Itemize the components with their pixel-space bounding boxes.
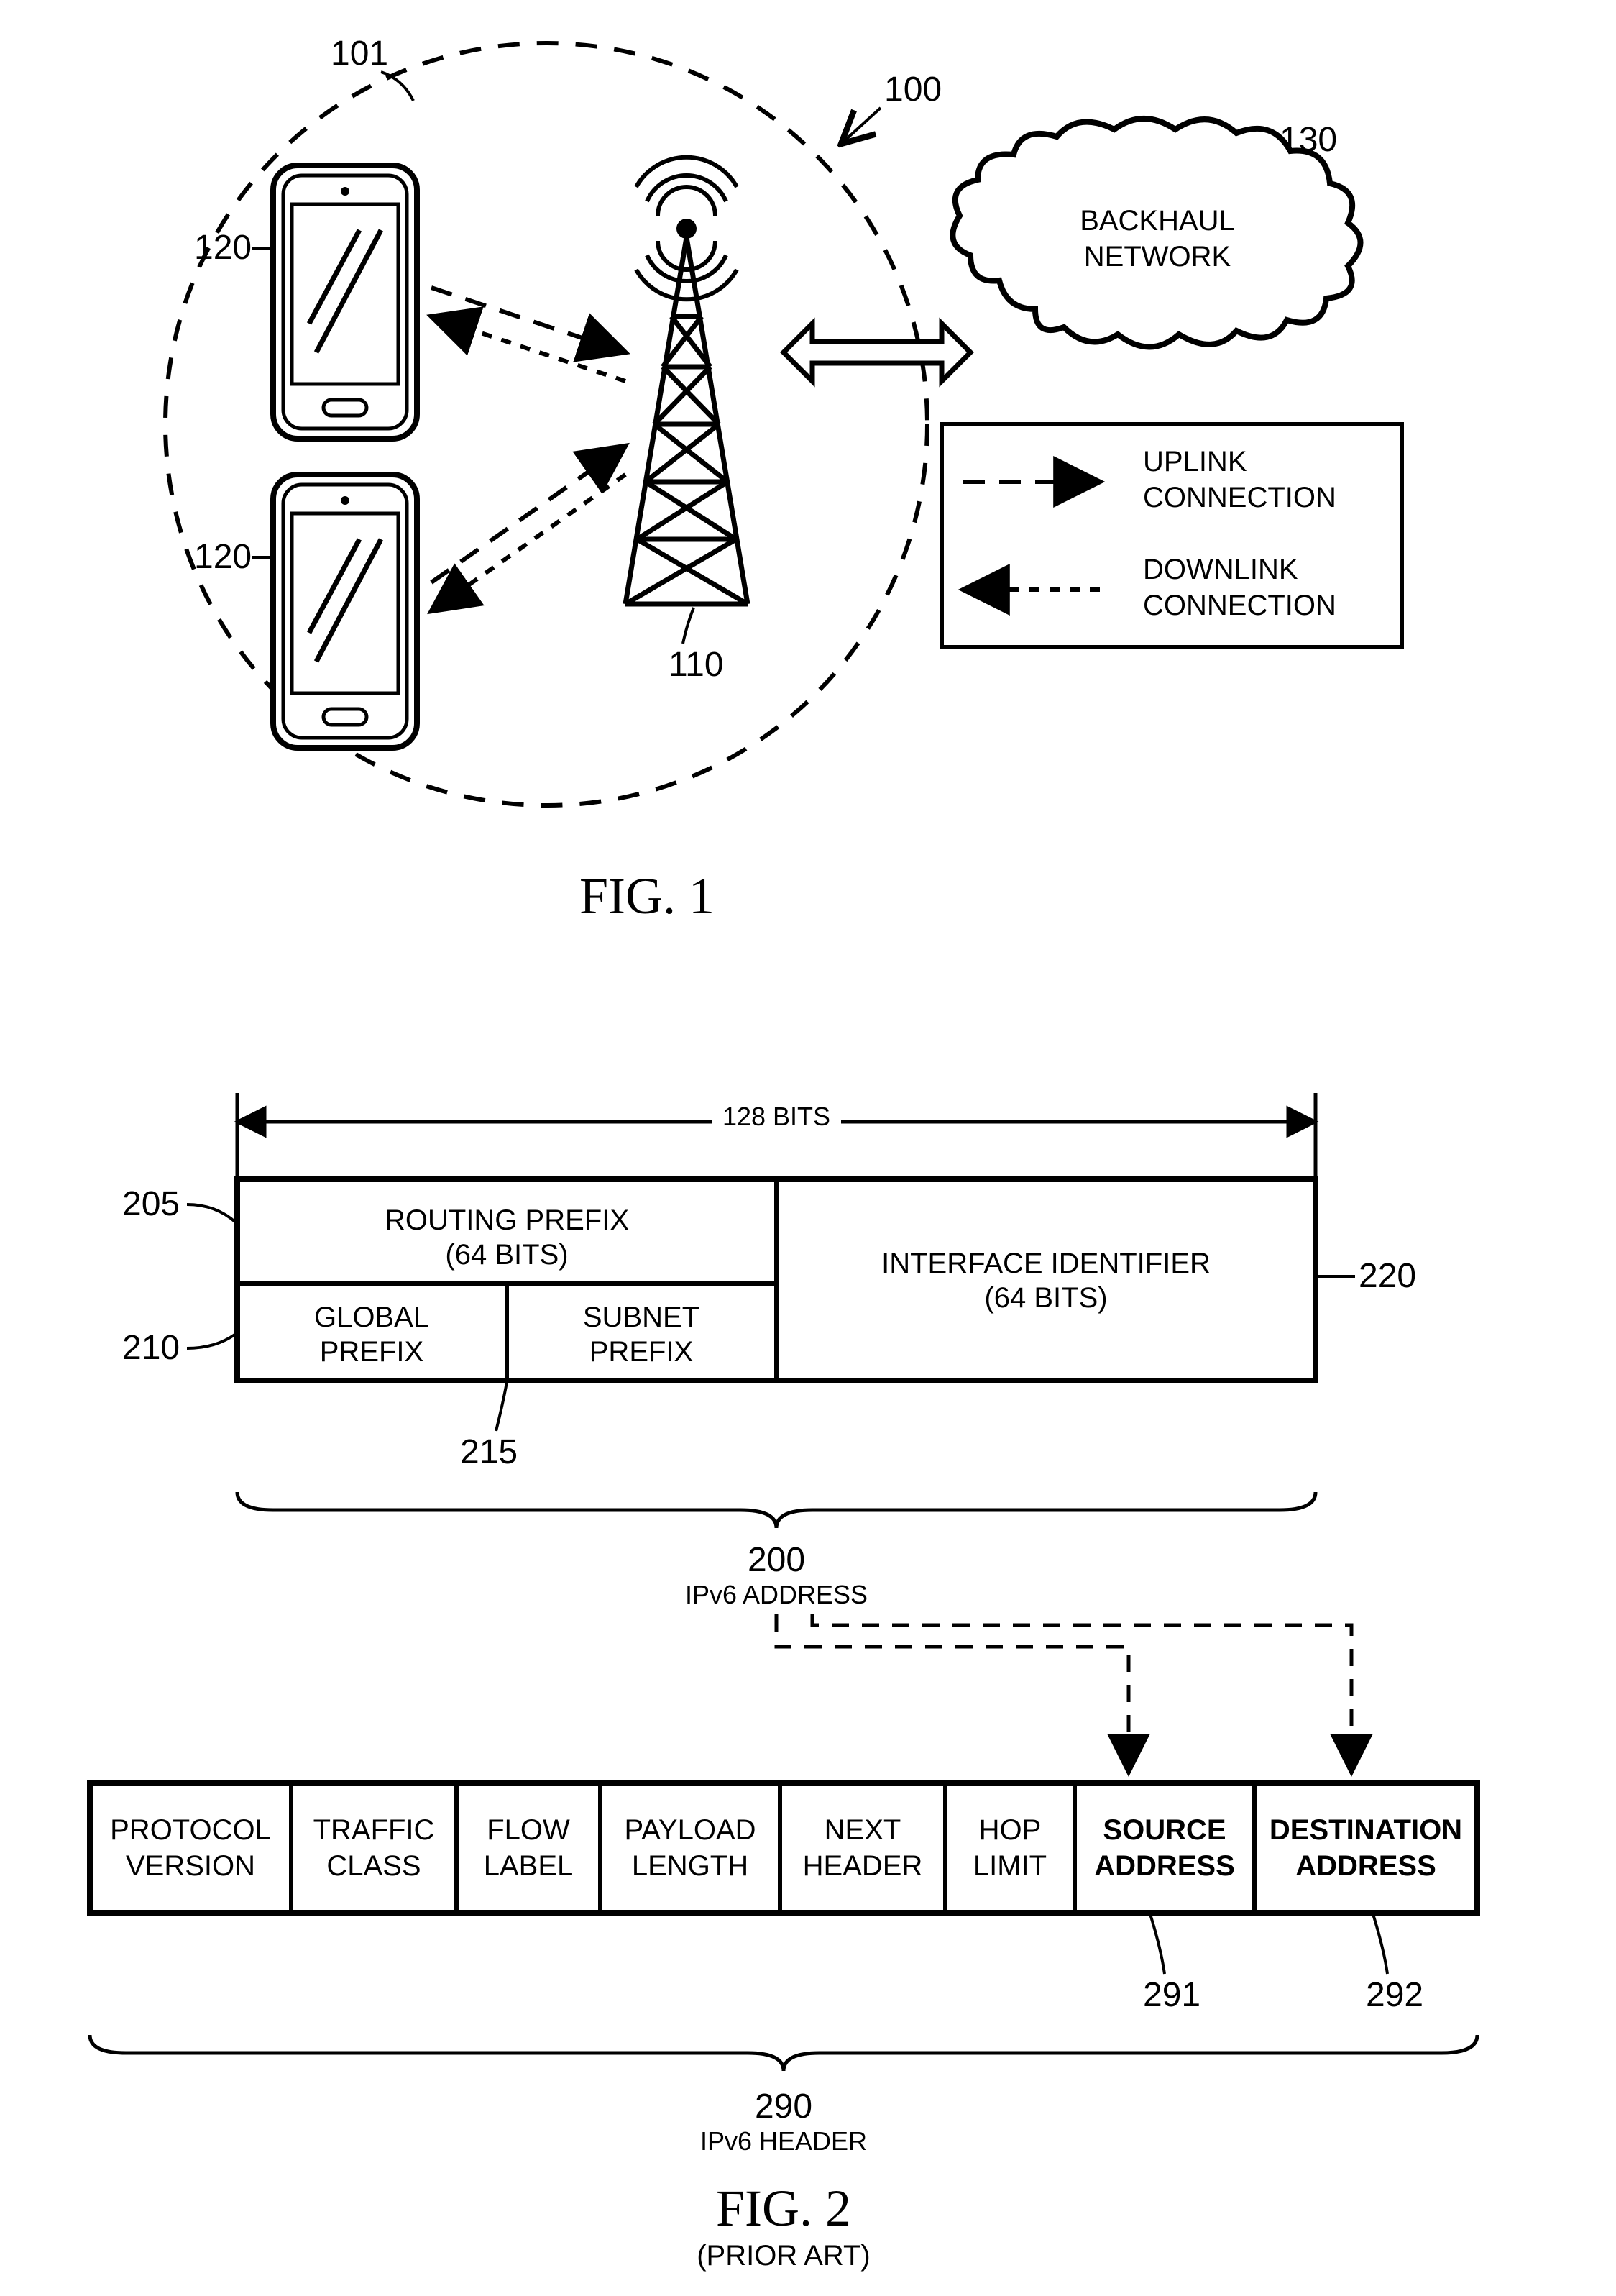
header-cell-l1: PAYLOAD [624,1814,756,1846]
legend-downlink-l1: DOWNLINK [1143,554,1298,585]
uplink-upper [431,288,625,352]
header-cell-l2: ADDRESS [1295,1850,1436,1882]
uplink-lower [431,446,625,582]
ref-100: 100 [884,70,942,109]
header-brace: 290 IPv6 HEADER [90,2035,1477,2156]
phone-lower [273,475,417,748]
backhaul-link [784,324,970,381]
address-brace: 200 IPv6 ADDRESS [237,1492,1316,1609]
ipv6-addr-num: 200 [748,1541,805,1579]
legend: UPLINK CONNECTION DOWNLINK CONNECTION [942,424,1402,647]
header-cell-l1: DESTINATION [1270,1814,1462,1846]
header-cell-l1: HOP [979,1814,1042,1846]
subnet-prefix-l1: SUBNET [583,1302,699,1333]
page: 101 100 130 120 120 [0,0,1616,2296]
legend-uplink-l1: UPLINK [1143,446,1247,477]
cloud-text-1: BACKHAUL [1080,205,1235,237]
ref-220: 220 [1359,1257,1416,1295]
header-cell-l1: PROTOCOL [110,1814,271,1846]
downlink-upper [431,316,625,381]
legend-downlink-l2: CONNECTION [1143,590,1336,621]
diagram-svg: 101 100 130 120 120 [0,0,1616,2296]
ref-110: 110 [669,646,724,684]
header-cell-l1: TRAFFIC [313,1814,435,1846]
cell-tower [625,157,748,604]
figure-1: 101 100 130 120 120 [165,35,1402,925]
ref-120b: 120 [194,538,252,576]
addr-to-header-arrows [776,1614,1351,1773]
global-prefix-l2: PREFIX [320,1336,423,1368]
bits-label: 128 BITS [722,1102,830,1131]
header-cell-l2: ADDRESS [1094,1850,1235,1882]
downlink-lower [431,475,625,611]
header-cell-l2: LABEL [484,1850,574,1882]
ref-215: 215 [460,1433,518,1471]
leader-292 [1373,1914,1387,1974]
subnet-prefix-l2: PREFIX [589,1336,693,1368]
ref-210: 210 [122,1329,180,1367]
header-cell-l1: NEXT [825,1814,901,1846]
bits-dimension: 128 BITS [237,1093,1316,1179]
header-cell-l2: LIMIT [973,1850,1047,1882]
fig2-prior-art: (PRIOR ART) [697,2240,871,2272]
fig2-title: FIG. 2 [716,2180,851,2237]
ipv6-hdr-num: 290 [755,2087,812,2126]
interface-id-l1: INTERFACE IDENTIFIER [881,1248,1211,1279]
fig1-title: FIG. 1 [579,867,715,925]
header-cell-l2: VERSION [126,1850,255,1882]
backhaul-cloud: BACKHAUL NETWORK [952,119,1360,347]
leader-210 [187,1334,236,1348]
ipv6-header-table [90,1783,1477,1913]
header-cell-l1: SOURCE [1103,1814,1226,1846]
global-prefix-l1: GLOBAL [314,1302,429,1333]
header-cell-l2: HEADER [803,1850,923,1882]
header-cell-l2: LENGTH [632,1850,748,1882]
ref-292: 292 [1366,1976,1423,2014]
leader-215 [496,1382,507,1431]
ref-205: 205 [122,1185,180,1223]
header-cell-l2: CLASS [326,1850,421,1882]
leader-110 [683,608,694,644]
leader-101 [381,72,413,101]
cloud-text-2: NETWORK [1084,241,1231,273]
ipv6-address-table: ROUTING PREFIX (64 BITS) GLOBAL PREFIX S… [237,1179,1316,1381]
routing-prefix-l1: ROUTING PREFIX [385,1204,629,1236]
legend-uplink-l2: CONNECTION [1143,482,1336,513]
ipv6-hdr-label: IPv6 HEADER [700,2126,867,2156]
ref-101: 101 [331,35,388,73]
ref-120a: 120 [194,229,252,267]
leader-291 [1150,1914,1165,1974]
interface-id-l2: (64 BITS) [984,1282,1107,1314]
ref-291: 291 [1143,1976,1200,2014]
leader-205 [187,1204,236,1222]
routing-prefix-l2: (64 BITS) [445,1239,568,1271]
header-cell-l1: FLOW [487,1814,570,1846]
ipv6-addr-label: IPv6 ADDRESS [685,1580,868,1609]
phone-upper [273,165,417,439]
figure-2: 128 BITS ROUTING PREFIX (64 BITS) GLOBAL… [90,1093,1477,2272]
leader-100 [841,108,881,144]
